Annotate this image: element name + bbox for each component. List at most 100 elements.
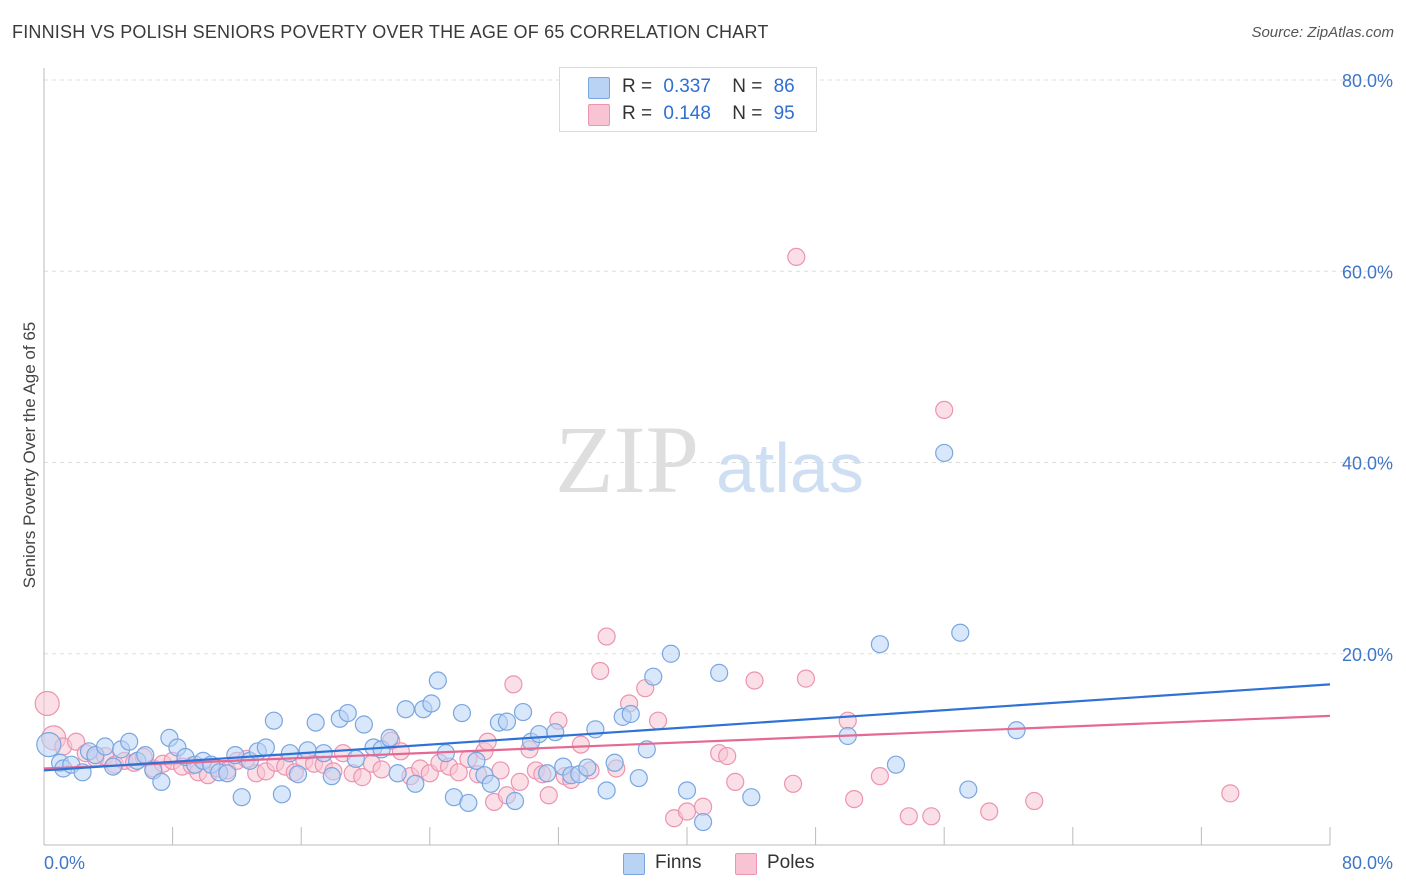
pole-point <box>353 768 372 787</box>
poles-legend-label: Poles <box>767 852 815 873</box>
watermark-zip: ZIP <box>555 406 699 513</box>
source-label: Source: ZipAtlas.com <box>1251 24 1394 41</box>
watermark: ZIP atlas <box>555 406 864 513</box>
pole-point <box>726 772 745 791</box>
pole-point <box>980 802 999 821</box>
finn-point <box>597 781 616 800</box>
poles-swatch <box>588 104 610 126</box>
finns-r-value: 0.337 <box>663 76 711 97</box>
finn-point <box>272 785 292 804</box>
pole-point <box>648 711 668 730</box>
finn-point <box>322 767 341 786</box>
pole-point <box>838 711 857 730</box>
pole-point <box>922 807 941 826</box>
finn-point <box>288 765 308 784</box>
pole-point <box>745 671 764 690</box>
finn-point <box>314 744 333 763</box>
finn-point <box>959 780 978 799</box>
finn-point <box>935 443 954 463</box>
y-tick-label: 20.0% <box>1342 645 1393 665</box>
pole-point <box>571 735 591 754</box>
finn-point <box>406 774 425 793</box>
finn-point <box>264 711 283 730</box>
poles-n-label: N = <box>732 103 763 124</box>
pole-point <box>539 786 558 805</box>
finn-point <box>586 720 605 739</box>
finn-point <box>218 764 237 783</box>
finn-point <box>951 623 970 642</box>
pole-point <box>372 760 391 779</box>
pole-point <box>449 763 468 782</box>
finns-points <box>36 443 1026 832</box>
finn-point <box>497 712 517 731</box>
finn-point <box>388 764 407 783</box>
finn-point <box>422 694 441 713</box>
grid-lines <box>44 79 1392 655</box>
finn-point <box>232 788 251 807</box>
finn-point <box>578 758 597 777</box>
pole-point <box>34 690 60 717</box>
finn-point <box>354 715 373 734</box>
poles-r-value: 0.148 <box>663 103 711 124</box>
trend-lines <box>43 683 1331 772</box>
finn-point <box>452 703 472 723</box>
y-axis-label: Seniors Poverty Over the Age of 65 <box>20 322 39 588</box>
pole-point <box>718 746 737 766</box>
finn-point <box>710 663 729 682</box>
y-tick-label: 60.0% <box>1342 262 1393 282</box>
finns-n-value: 86 <box>773 76 795 97</box>
finn-point <box>530 724 549 744</box>
finn-point <box>629 768 648 788</box>
finn-point <box>644 667 663 686</box>
finns-r-label: R = <box>622 76 653 97</box>
pole-point <box>677 802 697 821</box>
finn-point <box>459 793 478 813</box>
pole-point <box>693 797 713 816</box>
pole-point <box>597 627 616 646</box>
tick-labels: 20.0% 40.0% 60.0% 80.0% 0.0% 80.0% <box>44 71 1393 873</box>
finns-n-label: N = <box>732 76 763 97</box>
pole-point <box>870 767 890 786</box>
finn-point <box>152 772 171 791</box>
legend-box: R = 0.337 N = 86 R = 0.148 N = 95 <box>559 67 817 132</box>
x-tick-label: 0.0% <box>44 853 85 873</box>
finns-legend-swatch <box>623 853 645 875</box>
finn-point <box>428 671 447 690</box>
pole-point <box>1221 784 1240 803</box>
x-tick-label: 80.0% <box>1342 853 1393 873</box>
finn-point <box>256 738 275 757</box>
pole-point <box>796 669 816 688</box>
pole-point <box>899 807 918 826</box>
watermark-atlas: atlas <box>716 429 864 507</box>
finn-point <box>505 791 525 811</box>
y-tick-label: 40.0% <box>1342 454 1393 474</box>
finn-point <box>538 764 557 783</box>
finn-point <box>338 703 357 723</box>
finn-point <box>637 740 656 759</box>
finn-point <box>95 737 115 756</box>
finn-point <box>513 702 533 722</box>
finns-legend-label: Finns <box>655 852 702 873</box>
poles-n-value: 95 <box>773 103 795 124</box>
finn-point <box>298 741 317 760</box>
finn-point <box>36 731 62 758</box>
finn-point <box>742 788 761 807</box>
finns-swatch <box>588 77 610 99</box>
pole-point <box>591 661 610 681</box>
finn-point <box>693 812 713 832</box>
y-tick-label: 80.0% <box>1342 71 1393 91</box>
finn-point <box>380 728 399 748</box>
poles-legend-swatch <box>735 853 757 875</box>
finn-point <box>605 753 624 772</box>
pole-point <box>787 247 806 267</box>
finn-point <box>886 755 906 774</box>
finn-point <box>120 732 139 751</box>
finn-point <box>346 749 365 769</box>
chart-title: FINNISH VS POLISH SENIORS POVERTY OVER T… <box>12 22 769 42</box>
finn-point <box>306 713 325 732</box>
pole-point <box>510 772 529 791</box>
finn-point <box>481 774 500 793</box>
finns-trend-line <box>43 683 1331 772</box>
finn-point <box>621 704 640 724</box>
